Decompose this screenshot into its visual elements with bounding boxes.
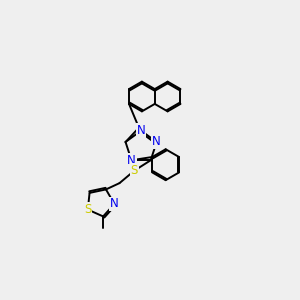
Text: N: N xyxy=(110,197,119,210)
Text: N: N xyxy=(152,136,161,148)
Text: S: S xyxy=(84,203,92,216)
Text: N: N xyxy=(137,124,146,137)
Text: N: N xyxy=(127,154,136,167)
Text: S: S xyxy=(131,164,138,177)
